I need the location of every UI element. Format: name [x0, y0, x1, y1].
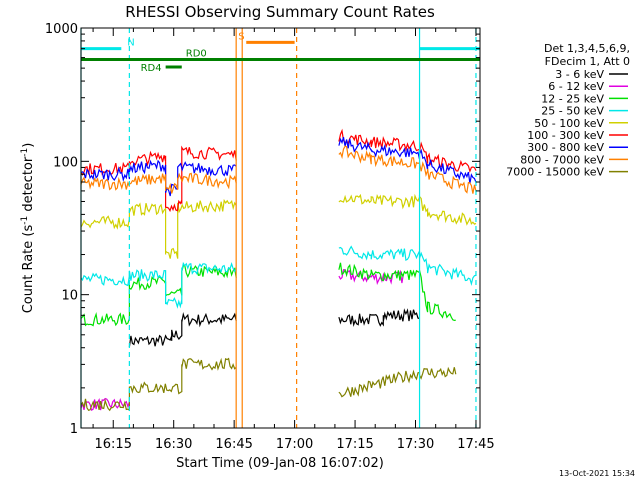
legend: Det 1,3,4,5,6,9,FDecim 1, Att 03 - 6 keV…	[506, 42, 630, 179]
flag-label-rd0: RD0	[186, 49, 207, 60]
x-axis-label: Start Time (09-Jan-08 16:07:02)	[176, 456, 384, 471]
legend-label-6: 100 - 300 keV	[527, 129, 604, 142]
series-3-segment-2	[338, 262, 456, 322]
y-axis-label-mid: detector	[21, 156, 36, 216]
flag-s: S	[238, 31, 295, 44]
series-5-segment-2	[338, 193, 477, 226]
series-9-segment-2	[338, 366, 457, 398]
series-2-segment-2	[338, 269, 404, 285]
x-tick-label-2: 16:30	[155, 437, 192, 452]
footer-timestamp: 13-Oct-2021 15:34	[559, 469, 635, 478]
legend-label-2: 6 - 12 keV	[548, 80, 604, 93]
y-axis-label: Count Rate (s-1 detector-1)	[20, 143, 36, 314]
series-8	[80, 145, 477, 194]
series-9	[80, 357, 457, 412]
chart-title: RHESSI Observing Summary Count Rates	[125, 3, 435, 21]
series-7-segment-1	[80, 159, 237, 197]
series-4-segment-2	[338, 245, 477, 287]
y-axis: 1 10 100 1000	[45, 22, 480, 437]
flag-n: N	[81, 38, 480, 51]
series-4-segment-1	[80, 261, 237, 309]
legend-label-9: 7000 - 15000 keV	[506, 166, 604, 179]
series-5-segment-1	[80, 198, 237, 259]
x-axis: 16:15 16:30 16:45 17:00 17:15 17:30 17:45	[92, 28, 495, 452]
legend-header-2: FDecim 1, Att 0	[545, 55, 630, 68]
flag-label-s: S	[238, 31, 244, 42]
series-7-segment-2	[338, 136, 477, 184]
series-7	[80, 136, 477, 197]
series-8-segment-2	[338, 145, 477, 194]
legend-label-5: 50 - 100 keV	[534, 117, 604, 130]
flag-rd0: RD0	[81, 49, 480, 62]
legend-label-8: 800 - 7000 keV	[520, 153, 604, 166]
x-tick-label-4: 17:00	[276, 437, 313, 452]
y-tick-label-1: 1	[70, 422, 78, 437]
legend-header-1: Det 1,3,4,5,6,9,	[544, 42, 630, 55]
y-tick-label-2: 10	[61, 289, 78, 304]
series-4	[80, 245, 477, 309]
y-tick-label-3: 100	[53, 155, 78, 170]
x-tick-label-3: 16:45	[215, 437, 252, 452]
flag-label-n: N	[127, 38, 134, 49]
x-tick-label-6: 17:30	[397, 437, 434, 452]
y-tick-label-4: 1000	[45, 22, 78, 37]
y-axis-label-sup2: -1	[20, 148, 30, 157]
legend-label-3: 12 - 25 keV	[541, 92, 604, 105]
series-1-segment-2	[338, 308, 420, 327]
flag-label-rd4: RD4	[141, 63, 162, 74]
series-6-segment-2	[338, 128, 477, 174]
x-tick-label-1: 16:15	[95, 437, 132, 452]
series-2-segment-1	[80, 397, 130, 412]
legend-label-1: 3 - 6 keV	[555, 68, 604, 81]
plot-area: N RD0 RD4 S	[80, 27, 481, 429]
y-axis-label-main: Count Rate (s	[21, 225, 36, 314]
legend-label-7: 300 - 800 keV	[527, 141, 604, 154]
plot-frame	[80, 27, 481, 429]
series-5	[80, 193, 477, 259]
legend-label-4: 25 - 50 keV	[541, 105, 604, 118]
y-axis-label-sup1: -1	[20, 216, 30, 225]
series-2	[80, 269, 404, 412]
series-1	[128, 308, 420, 347]
x-tick-label-5: 17:15	[336, 437, 373, 452]
x-tick-label-7: 17:45	[457, 437, 494, 452]
series-9-segment-1	[80, 357, 237, 412]
series-8-segment-1	[80, 172, 237, 194]
series-1-segment-1	[128, 312, 237, 347]
y-axis-label-end: )	[21, 143, 36, 148]
flag-rd4: RD4	[141, 63, 182, 74]
